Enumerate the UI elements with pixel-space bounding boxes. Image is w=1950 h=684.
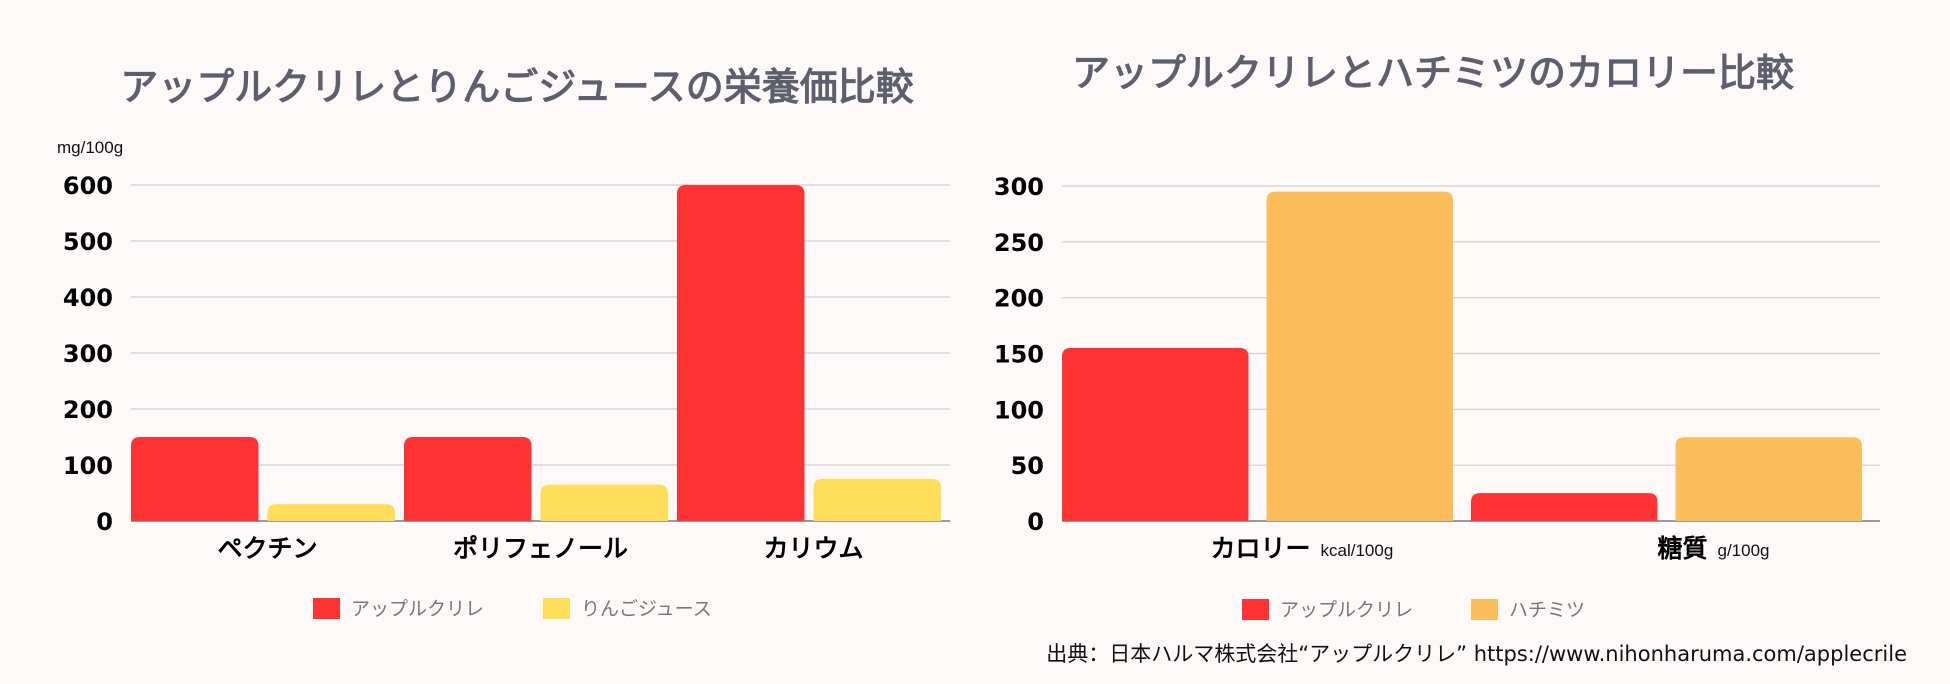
y-tick-label: 0 (96, 508, 113, 536)
x-category-unit: kcal/100g (1321, 541, 1394, 560)
y-tick-label: 600 (63, 172, 113, 200)
y-tick-label: 200 (994, 285, 1044, 313)
y-tick-label: 300 (63, 340, 113, 368)
legend-swatch (1471, 599, 1498, 620)
chart1-title: アップルクリレとりんごジュースの栄養価比較 (120, 65, 914, 109)
y-tick-label: 0 (1027, 508, 1044, 536)
y-tick-label: 50 (1011, 452, 1044, 480)
legend-label: アップルクリレ (1280, 599, 1413, 621)
chart2-title: アップルクリレとハチミツのカロリー比較 (1072, 51, 1795, 95)
chart2-plot: 0 50 100 150 200 250 300 カロリー kcal/100g 糖質 g/100g (994, 173, 1880, 563)
x-category-label: ペクチン (217, 534, 317, 563)
chart1-plot: 0 100 200 300 400 500 600 ペクチン ポリフェノール カリウム (63, 172, 950, 563)
bar-2-1-2 (1266, 191, 1453, 522)
x-category-unit: g/100g (1718, 541, 1770, 560)
x-category-label: カリウム (763, 534, 863, 563)
legend-label: りんごジュース (581, 598, 712, 620)
legend-swatch (1242, 599, 1269, 620)
legend-label: アップルクリレ (351, 598, 484, 620)
y-tick-label: 100 (63, 452, 113, 480)
source-note: 出典：日本ハルマ株式会社“アップルクリレ” https://www.nihonh… (1046, 642, 1907, 666)
legend-swatch (543, 598, 570, 619)
bar-2-1-1 (1062, 347, 1249, 521)
y-tick-label: 500 (63, 228, 113, 256)
bar-1-3-1 (677, 185, 805, 521)
y-tick-label: 100 (994, 396, 1044, 424)
chart1-legend: アップルクリレ りんごジュース (313, 598, 712, 620)
bar-2-2-1 (1471, 493, 1658, 521)
y-tick-label: 400 (63, 284, 113, 312)
y-tick-label: 150 (994, 341, 1044, 369)
x-category-label: カロリー (1210, 534, 1310, 563)
bar-1-1-2 (267, 504, 395, 521)
y-tick-label: 250 (994, 229, 1044, 257)
bar-1-2-2 (540, 484, 668, 521)
chart2-legend: アップルクリレ ハチミツ (1242, 599, 1585, 621)
chart1-y-unit-label: mg/100g (57, 138, 123, 157)
bar-1-2-1 (404, 437, 532, 521)
legend-label: ハチミツ (1509, 599, 1585, 621)
y-tick-label: 300 (994, 173, 1044, 201)
bar-2-2-2 (1675, 437, 1862, 521)
x-category-label: ポリフェノール (453, 534, 628, 563)
x-category-label: 糖質 (1657, 534, 1707, 563)
y-tick-label: 200 (63, 396, 113, 424)
legend-swatch (313, 598, 340, 619)
bar-1-1-1 (131, 437, 259, 521)
bar-1-3-2 (813, 479, 941, 521)
